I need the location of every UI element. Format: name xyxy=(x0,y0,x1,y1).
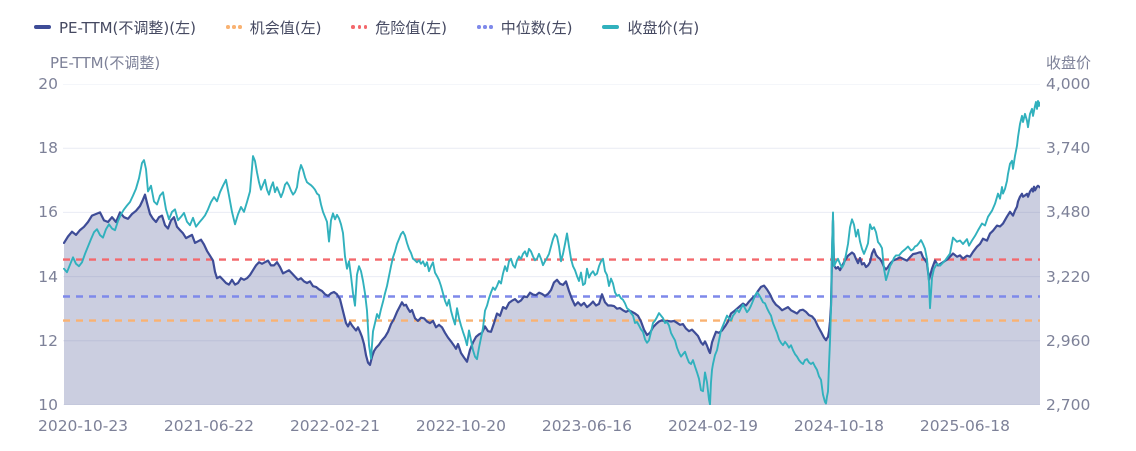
legend-label: 机会值(左) xyxy=(249,18,322,37)
legend-item-close-price[interactable]: 收盘价(右) xyxy=(602,17,699,38)
legend-label: 收盘价(右) xyxy=(627,18,700,37)
pe-area-fill xyxy=(64,185,1040,405)
tick-label: 3,480 xyxy=(1046,203,1091,222)
series-lines xyxy=(63,100,1040,405)
legend-label: 危险值(左) xyxy=(375,18,447,37)
left-axis-title: PE-TTM(不调整) xyxy=(50,54,161,72)
legend-item-pe-ttm[interactable]: PE-TTM(不调整)(左) xyxy=(34,17,196,38)
opportunity-dots-swatch-icon xyxy=(225,25,242,29)
tick-label: 2025-06-18 xyxy=(919,417,1010,435)
median-dots-swatch-icon xyxy=(476,25,493,29)
legend-label: 中位数(左) xyxy=(500,18,573,37)
plot-area[interactable] xyxy=(63,84,1040,405)
right-axis-title: 收盘价 xyxy=(1046,54,1092,72)
legend-item-danger[interactable]: 危险值(左) xyxy=(351,17,447,38)
tick-label: 2022-02-21 xyxy=(289,417,381,435)
tick-label: 2,960 xyxy=(1046,331,1091,350)
tick-label: 2023-06-16 xyxy=(541,417,632,435)
tick-label: 2,700 xyxy=(1046,396,1091,414)
tick-label: 16 xyxy=(38,203,58,222)
tick-label: 4,000 xyxy=(1046,75,1091,93)
tick-label: 10 xyxy=(38,396,58,414)
tick-label: 2024-10-18 xyxy=(793,417,884,435)
chart-legend: PE-TTM(不调整)(左) 机会值(左) 危险值(左) 中位数(左) 收盘价(… xyxy=(34,16,699,38)
tick-label: 2022-10-20 xyxy=(415,417,506,435)
legend-label: PE-TTM(不调整)(左) xyxy=(59,18,196,37)
legend-item-opportunity[interactable]: 机会值(左) xyxy=(225,17,322,38)
legend-item-median[interactable]: 中位数(左) xyxy=(476,17,573,38)
tick-label: 18 xyxy=(38,139,58,158)
gridlines xyxy=(63,84,1040,405)
reference-lines xyxy=(63,258,1040,322)
tick-label: 2021-06-22 xyxy=(163,417,254,435)
tick-label: 14 xyxy=(38,267,58,286)
danger-dots-swatch-icon xyxy=(351,25,368,29)
tick-label: 3,740 xyxy=(1046,139,1091,158)
tick-label: 12 xyxy=(38,331,58,350)
tick-label: 2024-02-19 xyxy=(667,417,759,435)
tick-label: 3,220 xyxy=(1046,267,1091,286)
pe-line-swatch-icon xyxy=(34,25,51,29)
tick-label: 2020-10-23 xyxy=(37,417,129,435)
close-line-swatch-icon xyxy=(602,25,620,29)
tick-label: 20 xyxy=(38,75,58,93)
